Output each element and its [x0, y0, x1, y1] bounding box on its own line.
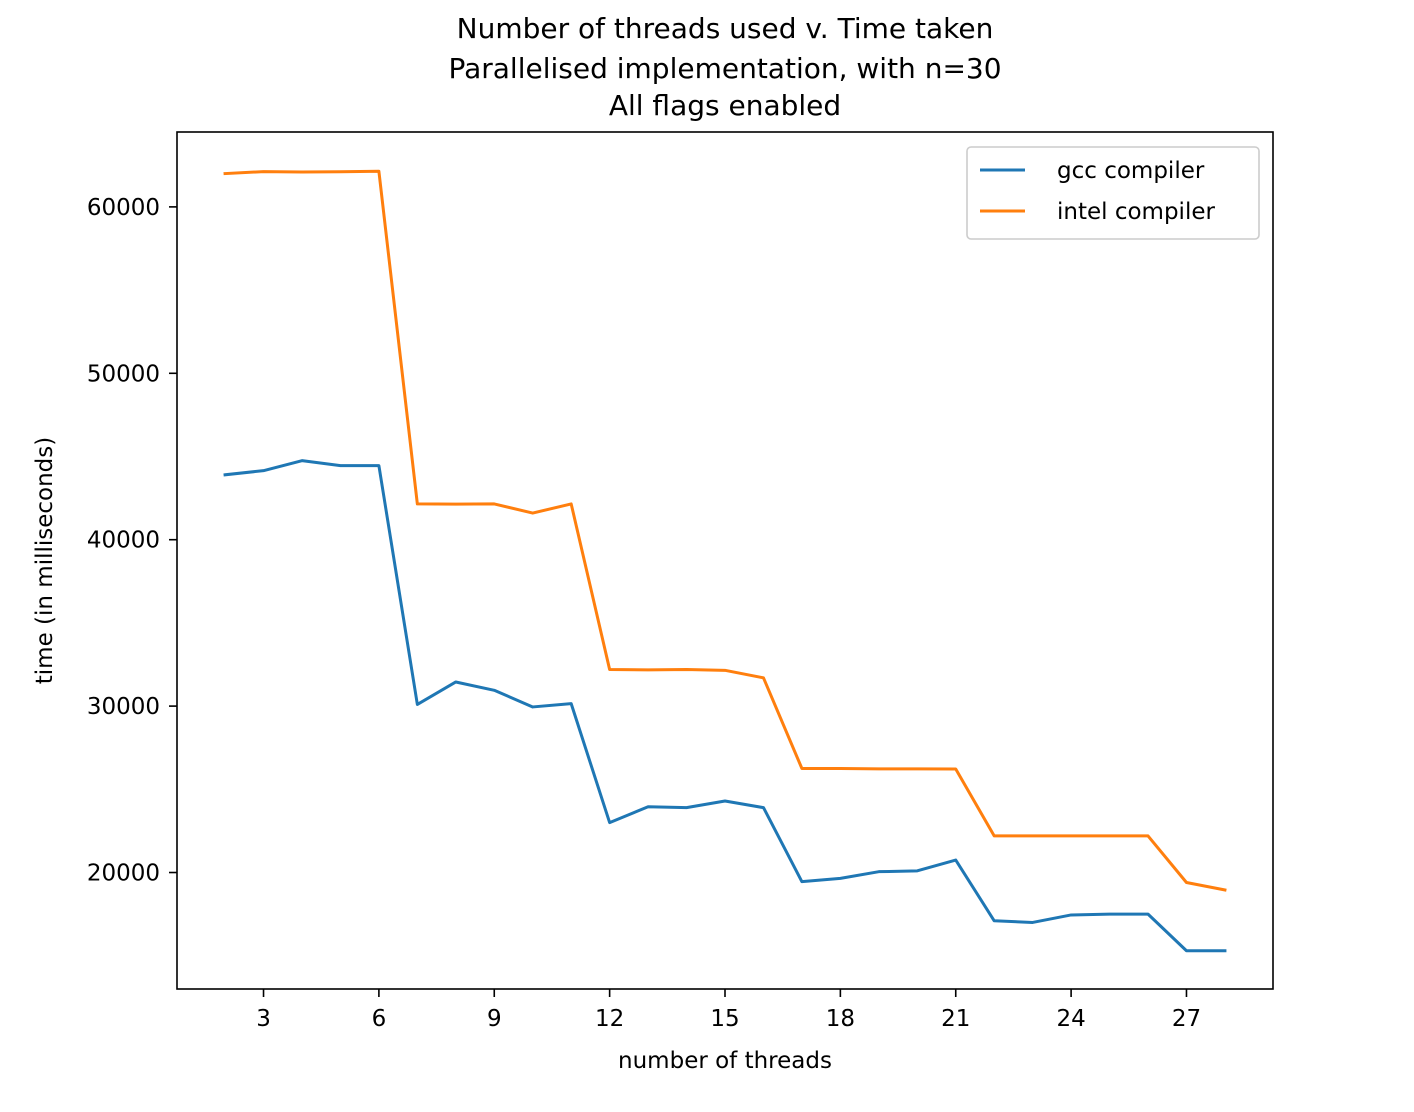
data-point — [262, 170, 265, 173]
data-point — [454, 680, 457, 683]
data-point — [800, 767, 803, 770]
data-point — [300, 459, 303, 462]
x-tick-label: 9 — [487, 1006, 502, 1032]
data-point — [377, 464, 380, 467]
x-tick-label: 27 — [1172, 1006, 1201, 1032]
data-point — [531, 512, 534, 515]
x-axis-label: number of threads — [618, 1048, 832, 1074]
data-point — [1108, 834, 1111, 837]
series-line-gcc-compiler — [223, 459, 1227, 953]
data-point — [916, 869, 919, 872]
data-point — [262, 469, 265, 472]
data-point — [839, 767, 842, 770]
data-point — [1108, 913, 1111, 916]
y-tick-label: 60000 — [87, 195, 160, 221]
data-point — [570, 702, 573, 705]
data-point — [1223, 949, 1226, 952]
data-point — [685, 806, 688, 809]
x-axis-ticks: 3 6 9 12 15 18 21 24 27 — [256, 989, 1201, 1032]
data-point — [724, 669, 727, 672]
data-point — [993, 919, 996, 922]
y-axis-label: time (in milliseconds) — [32, 437, 58, 684]
chart-title-line: Number of threads used v. Time taken — [457, 12, 994, 45]
data-point — [416, 703, 419, 706]
data-point — [608, 821, 611, 824]
data-point — [454, 503, 457, 506]
data-point — [762, 806, 765, 809]
data-point — [224, 473, 227, 476]
data-point — [685, 668, 688, 671]
legend-label: gcc compiler — [1057, 158, 1205, 184]
data-point — [1185, 881, 1188, 884]
y-tick-label: 50000 — [87, 361, 160, 387]
x-tick-label: 12 — [595, 1006, 624, 1032]
data-point — [377, 170, 380, 173]
y-tick-label: 40000 — [87, 528, 160, 554]
x-tick-label: 6 — [372, 1006, 387, 1032]
data-point — [416, 502, 419, 505]
x-tick-label: 15 — [710, 1006, 739, 1032]
y-axis-ticks: 20000 30000 40000 50000 60000 — [87, 195, 177, 887]
data-point — [224, 172, 227, 175]
data-point — [1147, 913, 1150, 916]
data-point — [1070, 913, 1073, 916]
legend: gcc compiler intel compiler — [966, 146, 1260, 240]
data-point — [570, 502, 573, 505]
series-line-intel-compiler — [223, 169, 1227, 892]
series-lines — [223, 169, 1227, 953]
legend-box — [966, 146, 1260, 240]
data-point — [493, 689, 496, 692]
data-point — [647, 805, 650, 808]
data-point — [1031, 921, 1034, 924]
data-point — [1223, 888, 1226, 891]
chart-title: Number of threads used v. Time taken Para… — [448, 12, 1001, 122]
x-tick-label: 3 — [256, 1006, 271, 1032]
data-point — [339, 464, 342, 467]
data-point — [1070, 834, 1073, 837]
data-point — [954, 859, 957, 862]
data-point — [339, 170, 342, 173]
data-point — [300, 170, 303, 173]
data-point — [1031, 834, 1034, 837]
legend-label: intel compiler — [1057, 199, 1215, 225]
data-point — [762, 676, 765, 679]
data-point — [608, 668, 611, 671]
data-point — [877, 767, 880, 770]
x-tick-label: 21 — [941, 1006, 970, 1032]
data-point — [800, 880, 803, 883]
data-point — [1147, 834, 1150, 837]
data-point — [993, 834, 996, 837]
plot-area — [176, 131, 1274, 990]
data-point — [724, 799, 727, 802]
chart-title-line: Parallelised implementation, with n=30 — [448, 52, 1001, 85]
x-tick-label: 24 — [1056, 1006, 1085, 1032]
data-point — [916, 767, 919, 770]
data-point — [493, 502, 496, 505]
data-point — [531, 705, 534, 708]
chart-title-line: All flags enabled — [609, 89, 841, 122]
data-point — [1185, 949, 1188, 952]
x-tick-label: 18 — [826, 1006, 855, 1032]
data-point — [647, 668, 650, 671]
data-point — [954, 768, 957, 771]
y-tick-label: 30000 — [87, 694, 160, 720]
data-point — [877, 870, 880, 873]
y-tick-label: 20000 — [87, 861, 160, 887]
data-point — [839, 877, 842, 880]
